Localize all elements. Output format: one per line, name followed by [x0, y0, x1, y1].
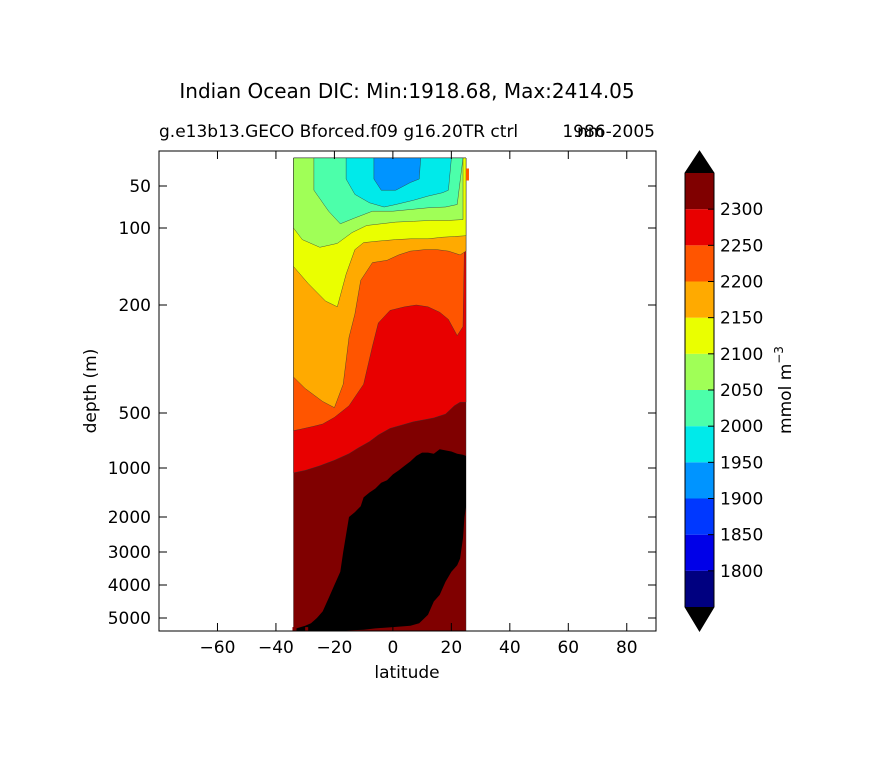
x-tick-label: 40 [499, 638, 521, 658]
bottom-speck-1 [292, 627, 297, 631]
colorbar-tick-label: 2150 [720, 309, 763, 329]
colorbar-swatch [685, 462, 714, 499]
colorbar-swatch [685, 173, 714, 210]
colorbar-swatch [685, 245, 714, 282]
colorbar-swatch [685, 570, 714, 607]
colorbar-tick-label: 1800 [720, 562, 763, 582]
x-tick-label: −20 [316, 638, 352, 658]
plot-frame [158, 150, 657, 632]
colorbar-extend-bottom [685, 607, 714, 631]
colorbar-swatch [685, 390, 714, 427]
chart-subtitle-right: 1986-2005 [562, 122, 655, 142]
y-tick-label: 2000 [108, 508, 151, 528]
colorbar-tick-label: 2050 [720, 381, 763, 401]
colorbar-tick-label: 2300 [720, 200, 763, 220]
y-tick-label: 100 [119, 219, 151, 239]
chart-title: Indian Ocean DIC: Min:1918.68, Max:2414.… [179, 79, 634, 103]
colorbar-label: mmol m−3 [772, 346, 796, 434]
colorbar-label-text: mmol m [776, 364, 796, 434]
top-right-fleck [465, 168, 469, 181]
colorbar-extend-top [685, 151, 714, 173]
colorbar-tick-label: 2000 [720, 417, 763, 437]
colorbar-swatch [685, 534, 714, 571]
chart-subtitle-overlap: nm [577, 122, 604, 142]
x-tick-label: −60 [200, 638, 236, 658]
colorbar: 1800 1850 1900 1950 2000 2050 2100 2150 2200 2250… [684, 150, 763, 632]
y-axis-label: depth (m) [81, 349, 101, 434]
y-tick-label: 50 [129, 177, 151, 197]
colorbar-tick-label: 1900 [720, 490, 763, 510]
contour-band-8 [373, 157, 421, 191]
seafloor-mask [293, 449, 466, 631]
y-tick-label: 4000 [108, 576, 151, 596]
colorbar-frame [684, 150, 715, 632]
y-tick-label: 3000 [108, 543, 151, 563]
x-axis-ticks: −60 −40 −20 0 20 40 60 80 [200, 151, 638, 658]
x-tick-label: 80 [616, 638, 638, 658]
y-tick-label: 5000 [108, 609, 151, 629]
colorbar-label-exponent: −3 [772, 346, 786, 364]
y-tick-label: 1000 [108, 459, 151, 479]
x-tick-label: 20 [441, 638, 463, 658]
plot-area: −60 −40 −20 0 20 40 60 80 50 100 200 500 1000 2000 30… [108, 150, 657, 658]
colorbar-tick-label: 2250 [720, 236, 763, 256]
colorbar-tick-label: 2100 [720, 345, 763, 365]
contour-layer [292, 157, 469, 631]
y-tick-label: 200 [119, 296, 151, 316]
chart-subtitle-left: g.e13b13.GECO Bforced.f09 g16.20TR ctrl [159, 122, 518, 142]
colorbar-tick-label: 1850 [720, 526, 763, 546]
colorbar-swatch [685, 498, 714, 535]
y-axis-ticks: 50 100 200 500 1000 2000 3000 4000 5000 [108, 177, 656, 629]
x-tick-label: −40 [258, 638, 294, 658]
bottom-speck-2 [305, 627, 309, 631]
colorbar-swatch [685, 353, 714, 390]
colorbar-swatch [685, 426, 714, 463]
colorbar-swatch [685, 317, 714, 354]
y-tick-label: 500 [119, 404, 151, 424]
x-tick-label: 60 [557, 638, 579, 658]
colorbar-tick-label: 1950 [720, 453, 763, 473]
colorbar-swatch [685, 209, 714, 246]
colorbar-tick-label: 2200 [720, 273, 763, 293]
colorbar-swatch [685, 281, 714, 318]
x-tick-label: 0 [387, 638, 398, 658]
x-axis-label: latitude [374, 663, 439, 683]
